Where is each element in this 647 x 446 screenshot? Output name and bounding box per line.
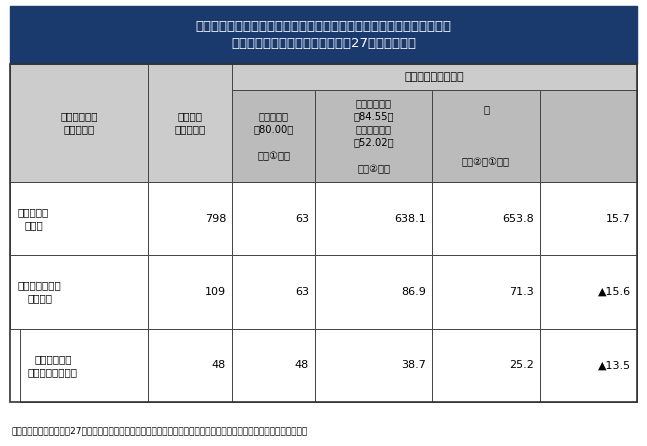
- Text: 手数料収入（億円）: 手数料収入（億円）: [404, 72, 465, 82]
- Text: 単独レセプト
：84.55円
併用レセプト
：52.02円

＜　②　＞: 単独レセプト ：84.55円 併用レセプト ：52.02円 ＜ ② ＞: [353, 98, 394, 174]
- Text: 653.8: 653.8: [502, 214, 534, 223]
- Text: 医療保険の
保険者: 医療保険の 保険者: [18, 207, 49, 230]
- Text: レセプト件数
（百万件）: レセプト件数 （百万件）: [60, 112, 98, 135]
- Text: ▲15.6: ▲15.6: [598, 287, 631, 297]
- Bar: [315, 255, 432, 329]
- Bar: [432, 182, 540, 255]
- Bar: [10, 182, 148, 255]
- Bar: [540, 182, 637, 255]
- Text: 差



＜　②－①　＞: 差 ＜ ②－① ＞: [462, 105, 510, 167]
- Text: 全レセプト
：80.00円

＜　①　＞: 全レセプト ：80.00円 ＜ ① ＞: [254, 111, 294, 161]
- Bar: [540, 90, 637, 182]
- Bar: [10, 64, 637, 402]
- Bar: [148, 182, 232, 255]
- Bar: [10, 64, 148, 182]
- Bar: [232, 255, 315, 329]
- Bar: [148, 255, 232, 329]
- Text: 638.1: 638.1: [394, 214, 426, 223]
- Bar: [232, 182, 315, 255]
- Bar: [10, 64, 232, 90]
- Bar: [148, 329, 232, 402]
- Bar: [232, 64, 637, 90]
- Text: うち併用
レセプト分: うち併用 レセプト分: [175, 112, 206, 135]
- Bar: [540, 329, 637, 402]
- Text: 単独レセプトと併用レセプトとの区分を前提とする手数料の算定に伴う
管掌別の手数料収入の比較（平成27年度見込み）: 単独レセプトと併用レセプトとの区分を前提とする手数料の算定に伴う 管掌別の手数料…: [195, 20, 452, 50]
- Bar: [10, 255, 148, 329]
- Bar: [232, 329, 315, 402]
- Text: 63: 63: [295, 287, 309, 297]
- Bar: [315, 329, 432, 402]
- Text: 25.2: 25.2: [509, 360, 534, 370]
- Bar: [232, 90, 315, 182]
- Bar: [432, 329, 540, 402]
- Text: 公費負担医療の
実施機関: 公費負担医療の 実施機関: [18, 281, 61, 304]
- Bar: [540, 255, 637, 329]
- Text: 38.7: 38.7: [401, 360, 426, 370]
- Bar: [315, 182, 432, 255]
- Bar: [315, 90, 432, 182]
- Text: 86.9: 86.9: [401, 287, 426, 297]
- Text: 71.3: 71.3: [509, 287, 534, 297]
- Bar: [20, 329, 148, 402]
- Bar: [432, 255, 540, 329]
- Text: 109: 109: [205, 287, 226, 297]
- Text: ▲13.5: ▲13.5: [598, 360, 631, 370]
- Text: 48: 48: [295, 360, 309, 370]
- Text: 15.7: 15.7: [606, 214, 631, 223]
- Bar: [432, 90, 540, 182]
- Text: 798: 798: [204, 214, 226, 223]
- Bar: [148, 64, 232, 182]
- Text: うち地方単独
医療費助成事業分: うち地方単独 医療費助成事業分: [28, 354, 78, 377]
- Text: 63: 63: [295, 214, 309, 223]
- Bar: [10, 6, 637, 64]
- Text: （注）　各計数は、平成27年度における手数料収入で賄われる支出に係るコスト構造の見込みを前提とするものである。: （注） 各計数は、平成27年度における手数料収入で賄われる支出に係るコスト構造の…: [12, 426, 308, 435]
- Text: 48: 48: [212, 360, 226, 370]
